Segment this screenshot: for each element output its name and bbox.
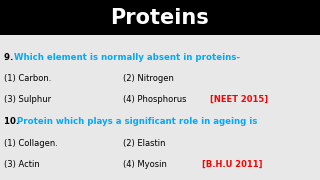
Text: (1) Carbon.: (1) Carbon.: [4, 74, 51, 83]
Text: (4) Phosphorus: (4) Phosphorus: [123, 95, 187, 104]
Text: (3) Sulphur: (3) Sulphur: [4, 95, 51, 104]
Text: (2) Elastin: (2) Elastin: [123, 139, 166, 148]
Text: (1) Collagen.: (1) Collagen.: [4, 139, 58, 148]
Text: [NEET 2015]: [NEET 2015]: [210, 95, 268, 104]
Text: Which element is normally absent in proteins-: Which element is normally absent in prot…: [14, 53, 240, 62]
Text: [B.H.U 2011]: [B.H.U 2011]: [202, 159, 262, 168]
Text: Proteins: Proteins: [111, 8, 209, 28]
Bar: [0, 0, 320, 35]
Text: Protein which plays a significant role in ageing is: Protein which plays a significant role i…: [17, 118, 257, 127]
Text: (3) Actin: (3) Actin: [4, 159, 40, 168]
Text: (2) Nitrogen: (2) Nitrogen: [123, 74, 174, 83]
Text: 10.: 10.: [4, 118, 22, 127]
Text: (4) Myosin: (4) Myosin: [123, 159, 167, 168]
Text: 9.: 9.: [4, 53, 16, 62]
